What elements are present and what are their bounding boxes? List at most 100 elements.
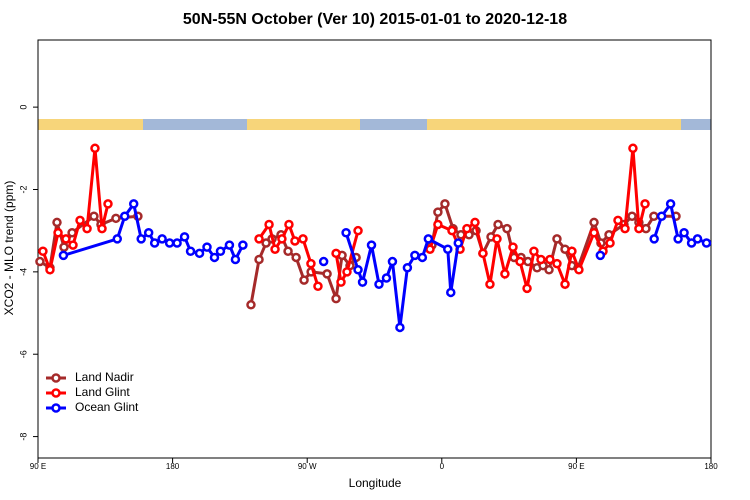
point <box>692 234 703 244</box>
point <box>291 252 301 263</box>
point <box>433 207 443 217</box>
point <box>254 254 264 265</box>
point <box>417 252 428 263</box>
point <box>331 248 341 259</box>
point <box>433 219 443 230</box>
y-axis-label: XCO2 - MLO trend (ppm) <box>2 181 16 316</box>
point <box>75 215 85 226</box>
point <box>58 250 69 261</box>
point <box>53 227 63 238</box>
point <box>230 254 241 265</box>
point <box>545 254 555 265</box>
point <box>634 223 644 234</box>
point <box>157 234 167 244</box>
point <box>89 211 99 222</box>
point <box>529 246 539 257</box>
point <box>342 267 352 277</box>
point <box>544 265 554 275</box>
point <box>298 234 308 244</box>
point <box>202 242 212 252</box>
point <box>443 244 453 254</box>
point <box>164 238 175 248</box>
point <box>136 234 146 244</box>
point <box>649 211 659 222</box>
chart-title: 50N-55N October (Ver 10) 2015-01-01 to 2… <box>183 11 567 28</box>
point <box>128 199 139 209</box>
point <box>493 219 503 230</box>
legend-label: Ocean Glint <box>75 400 139 414</box>
plot-frame <box>37 39 712 459</box>
point <box>82 223 92 234</box>
y-tick-label: -8 <box>18 433 28 441</box>
point <box>357 277 368 287</box>
point <box>224 240 235 250</box>
point <box>61 234 71 244</box>
point <box>318 256 329 267</box>
point <box>522 283 532 294</box>
point <box>290 236 300 246</box>
x-tick-label: 180 <box>166 462 180 471</box>
point <box>673 234 683 244</box>
point <box>90 143 100 154</box>
point <box>143 227 154 238</box>
y-tick-label: -6 <box>18 350 28 358</box>
point <box>306 258 316 269</box>
point <box>215 246 226 257</box>
point <box>478 248 488 259</box>
legend-label: Land Nadir <box>75 370 134 384</box>
x-tick-label: 90 W <box>298 462 317 471</box>
point <box>59 242 69 252</box>
point <box>299 275 309 285</box>
point <box>589 227 599 238</box>
point <box>605 238 615 248</box>
point <box>381 273 392 283</box>
x-tick-label: 0 <box>440 462 445 471</box>
point <box>264 219 274 230</box>
point <box>103 199 113 209</box>
point <box>508 242 518 252</box>
point <box>536 254 546 265</box>
point <box>277 234 287 244</box>
point <box>410 250 420 261</box>
point <box>45 265 55 275</box>
point <box>209 252 220 263</box>
point <box>515 256 525 267</box>
point <box>194 248 205 259</box>
point <box>640 199 650 209</box>
point <box>552 234 562 244</box>
point <box>68 240 78 250</box>
point <box>560 279 570 289</box>
point <box>628 143 638 154</box>
point <box>366 240 377 250</box>
point <box>552 258 562 269</box>
point <box>492 234 502 244</box>
y-tick-label: -4 <box>18 268 28 276</box>
y-tick-label: -2 <box>18 185 28 193</box>
point <box>97 223 107 234</box>
point <box>402 262 413 273</box>
point <box>246 300 256 310</box>
point <box>701 238 712 248</box>
point <box>149 238 160 248</box>
point <box>270 244 280 254</box>
point <box>387 256 398 267</box>
x-tick-label: 90 E <box>30 462 46 471</box>
point <box>679 227 689 238</box>
point <box>238 240 248 250</box>
series-line <box>62 200 708 328</box>
point <box>425 244 435 254</box>
point <box>322 269 332 279</box>
point <box>185 246 196 257</box>
point <box>331 293 341 304</box>
point <box>112 234 123 244</box>
point <box>656 211 667 222</box>
map-strip <box>38 119 711 130</box>
point <box>261 238 271 248</box>
point <box>574 265 584 275</box>
point <box>567 246 577 257</box>
point <box>627 211 637 222</box>
point <box>35 256 45 267</box>
point <box>453 238 464 248</box>
point <box>353 225 363 236</box>
point <box>620 223 630 234</box>
